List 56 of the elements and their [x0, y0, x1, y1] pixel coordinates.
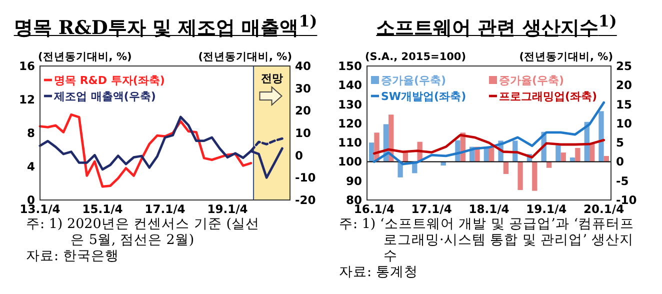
y2-tick-label: 10 — [295, 126, 312, 140]
band-label: 전망 — [260, 72, 283, 85]
y-tick-label: 100 — [338, 154, 362, 169]
legend-label: 프로그래밍업(좌축) — [499, 90, 598, 103]
y-tick-label: 150 — [338, 59, 362, 73]
y2-axis-title: (전년동기대비, %) — [519, 51, 613, 63]
legend-label: 제조업 매출액(우축) — [53, 90, 156, 103]
y-axis-title: (S.A., 2015=100) — [365, 51, 466, 63]
y-tick-label: 110 — [338, 136, 362, 150]
y-tick-label: 16 — [18, 59, 35, 73]
y-tick-label: 140 — [338, 78, 362, 92]
y-tick-label: 12 — [18, 92, 35, 106]
y2-tick-label: 15 — [616, 97, 632, 112]
bar — [598, 111, 604, 162]
x-tick-label: 15.1/4 — [82, 202, 123, 216]
y2-tick-label: 10 — [616, 116, 632, 130]
y2-tick-label: 5 — [616, 136, 624, 150]
x-tick-label: 18.1/4 — [468, 202, 510, 216]
y2-tick-label: -5 — [616, 174, 629, 188]
x-tick-label: 19.1/4 — [207, 202, 248, 216]
y2-tick-label: 0 — [295, 148, 304, 162]
text: 주: 1) ‘소프트웨어 개발 및 공급업’과 ‘컴퓨터프로그래밍·시스템 통합 및 관리업’ 생산지수 — [339, 216, 636, 264]
x-tick-label: 19.1/4 — [526, 202, 567, 216]
y-tick-label: 8 — [26, 126, 35, 140]
y2-tick-label: 40 — [295, 59, 312, 73]
y-axis-title: (전년동기대비, %) — [38, 51, 132, 63]
y2-tick-label: 0 — [616, 154, 624, 169]
y-tick-label: 130 — [338, 97, 362, 112]
bar — [556, 145, 561, 162]
bar — [575, 148, 580, 162]
text: 주: 1) 2020년은 컨센서스 기준 (실선은 5월, 점선은 2월) — [26, 216, 260, 248]
text: 자료: 통계청 — [339, 264, 419, 280]
x-tick-label: 17.1/4 — [411, 202, 452, 216]
text: 자료: 한국은행 — [26, 248, 120, 264]
legend-label: 명목 R&D 투자(좌축) — [54, 74, 165, 87]
chart-title: 명목 R&D투자 및 제조업 매출액$^{1)}$ — [14, 12, 318, 40]
bar — [518, 162, 523, 190]
y2-axis-title: (전년동기대비, %) — [198, 51, 292, 63]
legend-label: 증가율(우축) — [381, 74, 446, 87]
y-tick-label: 4 — [26, 160, 35, 174]
y2-tick-label: -10 — [295, 170, 316, 185]
bar — [546, 162, 552, 168]
y2-tick-label: 20 — [295, 104, 312, 118]
bar — [503, 162, 509, 174]
legend-label: 증가율(우축) — [499, 74, 564, 87]
y2-tick-label: 20 — [616, 78, 632, 92]
y-tick-label: 120 — [338, 116, 362, 130]
y2-tick-label: -20 — [295, 193, 316, 207]
chart-title: 소프트웨어 관련 생산지수$^{1)}$ — [376, 12, 617, 40]
bar — [369, 142, 374, 162]
x-tick-label: 17.1/4 — [144, 202, 186, 216]
legend-label: SW개발업(좌축) — [381, 90, 466, 103]
y2-tick-label: 30 — [295, 81, 312, 96]
y-tick-label: 90 — [346, 174, 362, 188]
bar — [532, 162, 538, 191]
y2-tick-label: 25 — [616, 59, 632, 73]
